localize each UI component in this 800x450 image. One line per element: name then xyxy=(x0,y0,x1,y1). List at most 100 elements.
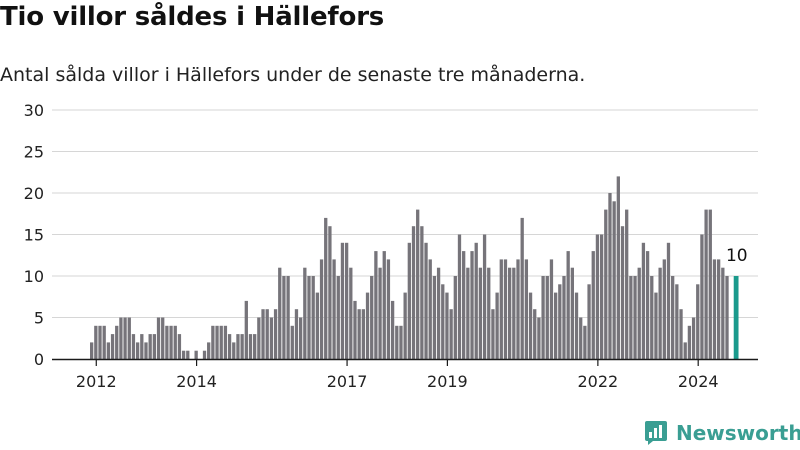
bar xyxy=(390,300,395,359)
y-tick-label: 5 xyxy=(34,309,44,328)
brand-name: Newsworthy xyxy=(676,421,800,445)
bar xyxy=(307,276,311,359)
x-tick-label: 2024 xyxy=(678,372,719,391)
bar xyxy=(608,193,612,359)
bar xyxy=(683,342,687,359)
bar xyxy=(508,267,512,359)
bar xyxy=(378,267,382,359)
bar xyxy=(357,309,361,359)
bar xyxy=(470,251,474,359)
bar xyxy=(604,209,608,359)
bar xyxy=(253,334,257,359)
bar xyxy=(558,284,562,359)
bar xyxy=(223,325,228,359)
bar xyxy=(257,317,261,359)
bar xyxy=(512,267,516,359)
bar xyxy=(248,334,253,359)
bar xyxy=(148,334,152,359)
bar xyxy=(340,242,345,359)
bar xyxy=(290,325,294,359)
bar xyxy=(679,309,683,359)
bar xyxy=(119,317,123,359)
bar xyxy=(286,276,290,359)
bar xyxy=(161,317,165,359)
bar xyxy=(303,267,307,359)
bar xyxy=(587,284,591,359)
bar xyxy=(194,350,198,359)
bar xyxy=(645,251,650,359)
bar xyxy=(282,276,286,359)
y-tick-label: 15 xyxy=(24,226,44,245)
bar xyxy=(428,259,432,359)
bar xyxy=(332,259,336,359)
bar xyxy=(491,309,495,359)
bar xyxy=(487,267,491,359)
bar xyxy=(102,325,106,359)
bar xyxy=(353,300,357,359)
bar xyxy=(123,317,127,359)
bar xyxy=(675,284,679,359)
bar xyxy=(98,325,102,359)
bar xyxy=(574,292,579,359)
bar xyxy=(173,325,177,359)
bar xyxy=(662,259,666,359)
bar xyxy=(273,309,278,359)
bar xyxy=(503,259,508,359)
bar xyxy=(449,309,453,359)
bar xyxy=(445,292,449,359)
bar xyxy=(441,284,445,359)
bar xyxy=(725,276,729,359)
bar xyxy=(499,259,503,359)
bar xyxy=(478,267,483,359)
bar xyxy=(278,267,282,359)
bar xyxy=(106,342,111,359)
bar xyxy=(169,325,173,359)
chart-title: Tio villor såldes i Hällefors xyxy=(0,2,385,32)
bar xyxy=(232,342,236,359)
bar xyxy=(361,309,365,359)
bar xyxy=(202,350,207,359)
bar xyxy=(424,242,428,359)
x-tick-label: 2012 xyxy=(76,372,117,391)
bar xyxy=(432,276,437,359)
bar xyxy=(721,267,725,359)
y-axis-tick-labels: 0 5 10 15 20 25 30 xyxy=(24,101,44,369)
bar xyxy=(466,267,470,359)
bar xyxy=(712,259,717,359)
bar xyxy=(156,317,161,359)
bar xyxy=(90,342,94,359)
bar xyxy=(562,276,566,359)
bar xyxy=(374,251,378,359)
bar xyxy=(704,209,708,359)
bar xyxy=(524,259,529,359)
newsworthy-logo: Newsworthy xyxy=(644,418,800,448)
bar xyxy=(633,276,637,359)
bar xyxy=(541,276,545,359)
bar xyxy=(528,292,533,359)
bar xyxy=(474,242,478,359)
bar xyxy=(579,317,583,359)
bar xyxy=(115,325,119,359)
bar xyxy=(566,251,570,359)
y-tick-label: 10 xyxy=(24,267,44,286)
highlight-value-label: 10 xyxy=(726,246,748,266)
bar xyxy=(708,209,712,359)
bar xyxy=(696,284,700,359)
bar xyxy=(181,350,186,359)
bar xyxy=(482,234,487,359)
bar xyxy=(207,342,211,359)
bar xyxy=(131,334,136,359)
bar xyxy=(654,292,658,359)
bar xyxy=(261,309,265,359)
y-tick-label: 0 xyxy=(34,350,44,369)
bar xyxy=(533,309,537,359)
bar xyxy=(315,292,320,359)
bar xyxy=(717,259,721,359)
bar xyxy=(365,292,370,359)
bar xyxy=(227,334,232,359)
bar xyxy=(215,325,219,359)
bar xyxy=(520,217,524,359)
bar xyxy=(244,300,248,359)
bar xyxy=(620,226,625,359)
